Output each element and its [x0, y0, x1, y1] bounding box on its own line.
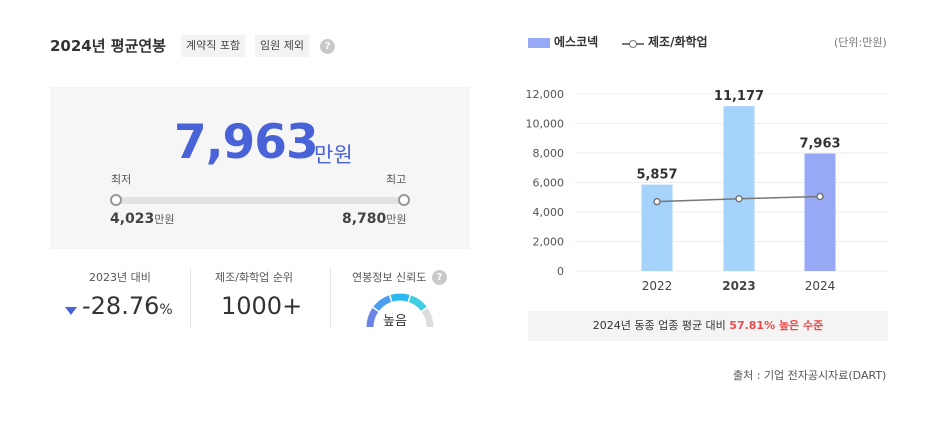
- reliability-gauge: [366, 293, 434, 328]
- tag-exec-excluded: 임원 제외: [255, 35, 309, 57]
- x-tick-label: 2024: [805, 279, 836, 293]
- industry-comparison: 2024년 동종 업종 평균 대비 57.81% 높은 수준: [528, 311, 888, 341]
- bar-value-label: 5,857: [636, 168, 677, 183]
- legend-industry: 제조/화학업: [648, 35, 708, 49]
- legend-bar-swatch: [528, 38, 550, 48]
- y-tick-label: 2,000: [533, 236, 565, 249]
- y-tick-label: 10,000: [526, 118, 565, 131]
- industry-average-point: [653, 197, 661, 206]
- comparison-highlight: 57.81% 높은 수준: [729, 319, 824, 332]
- yoy-label: 2023년 대비: [89, 271, 151, 284]
- reliability-value: 높음: [383, 314, 407, 329]
- reliability-label: 연봉정보 신뢰도: [352, 271, 427, 284]
- y-tick-label: 0: [557, 265, 564, 278]
- yoy-number: -28.76: [82, 292, 160, 320]
- legend-line-marker: [629, 40, 637, 48]
- bar-value-label: 11,177: [714, 89, 764, 104]
- page-title: 2024년 평균연봉: [50, 37, 166, 55]
- gauge-segment: [390, 293, 410, 302]
- min-salary-value: 4,023만원: [110, 211, 175, 227]
- bar-2023: [723, 106, 755, 271]
- max-salary-value: 8,780만원: [342, 211, 407, 227]
- source-note: 출처 : 기업 전자공시자료(DART): [733, 369, 887, 382]
- rank-value: 1000+: [221, 292, 303, 320]
- stat-divider: [330, 268, 331, 328]
- max-salary-unit: 만원: [386, 213, 407, 226]
- range-min-marker: [110, 194, 122, 206]
- average-salary-panel: 7,963 만원 최저 최고 4,023만원 8,780만원: [50, 87, 470, 249]
- salary-chart: 12,000 10,000 8,000 6,000 4,000 2,000 0 5,857 20…: [526, 88, 888, 293]
- bar-2024: [804, 153, 836, 271]
- yoy-value: -28.76%: [82, 292, 173, 320]
- tag-contract-included: 계약직 포함: [181, 35, 246, 57]
- industry-average-point: [735, 194, 743, 203]
- help-icon[interactable]: ?: [320, 39, 335, 54]
- unit-note: (단위:만원): [834, 36, 887, 49]
- min-label: 최저: [111, 173, 132, 186]
- yoy-unit: %: [159, 302, 173, 318]
- legend-company: 에스코넥: [554, 35, 599, 49]
- y-tick-label: 8,000: [533, 147, 565, 160]
- bar-value-label: 7,963: [799, 137, 840, 152]
- rank-label: 제조/화학업 순위: [215, 271, 294, 284]
- stat-divider: [190, 268, 191, 328]
- bar-2022: [641, 184, 673, 271]
- max-salary-number: 8,780: [342, 211, 387, 227]
- range-max-marker: [398, 194, 410, 206]
- min-salary-number: 4,023: [110, 211, 155, 227]
- help-icon[interactable]: ?: [432, 270, 447, 285]
- max-label: 최고: [386, 173, 407, 186]
- industry-average-point: [816, 192, 824, 201]
- gauge-segment: [373, 295, 392, 312]
- x-tick-label: 2022: [642, 279, 673, 293]
- y-tick-label: 6,000: [533, 177, 565, 190]
- min-salary-unit: 만원: [154, 213, 175, 226]
- y-tick-label: 4,000: [533, 206, 565, 219]
- y-tick-label: 12,000: [526, 88, 565, 101]
- x-tick-label: 2023: [722, 279, 755, 293]
- average-salary-unit: 만원: [314, 143, 353, 167]
- comparison-text: 2024년 동종 업종 평균 대비: [592, 319, 726, 332]
- average-salary-value: 7,963: [174, 115, 319, 170]
- gauge-segment: [366, 307, 379, 328]
- salary-range-bar: [116, 197, 404, 204]
- gauge-segment: [408, 295, 427, 312]
- gauge-segment: [421, 307, 434, 328]
- down-arrow-icon: [65, 307, 77, 315]
